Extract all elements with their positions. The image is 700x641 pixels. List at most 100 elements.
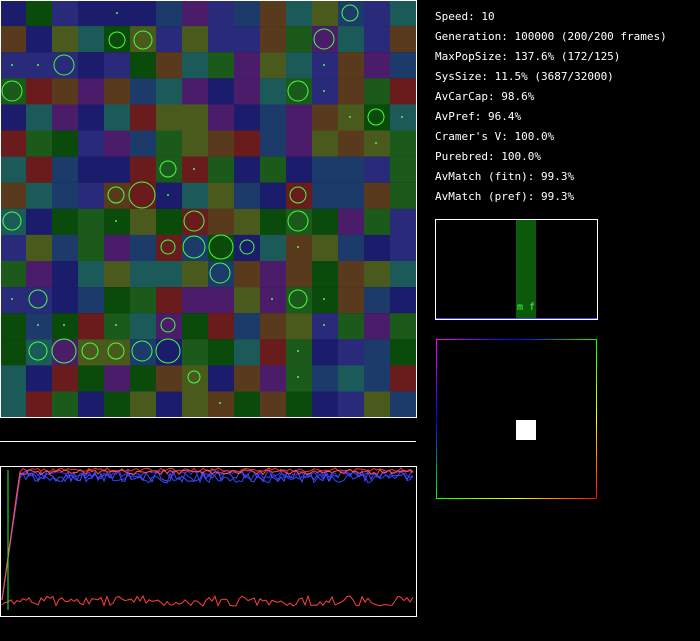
- cell: [364, 339, 390, 366]
- stat-line: AvPref: 96.4%: [435, 110, 521, 123]
- cell: [234, 182, 260, 209]
- cell: [26, 234, 52, 262]
- cell: [260, 52, 286, 79]
- creature: [28, 289, 48, 309]
- creature: [51, 338, 77, 364]
- cell: [286, 156, 312, 183]
- food: [167, 194, 169, 196]
- food: [375, 142, 377, 144]
- cell: [312, 104, 338, 131]
- cell: [104, 208, 130, 235]
- cell: [26, 52, 52, 79]
- cell: [104, 261, 130, 288]
- stat-line: Purebred: 100.0%: [435, 150, 541, 163]
- creature: [53, 54, 75, 76]
- cell: [312, 182, 338, 209]
- stat-line: AvCarCap: 98.6%: [435, 90, 535, 103]
- food: [193, 168, 195, 170]
- creature: [107, 342, 125, 360]
- cell: [338, 339, 364, 366]
- cell: [130, 52, 156, 79]
- cell: [52, 391, 78, 418]
- cell: [208, 365, 234, 392]
- cell: [156, 0, 182, 27]
- cell: [156, 130, 182, 157]
- creature: [287, 80, 309, 102]
- cell: [52, 234, 78, 262]
- cell: [182, 130, 208, 157]
- cell: [390, 287, 416, 314]
- cell: [0, 365, 26, 392]
- creature: [160, 317, 176, 333]
- cell: [338, 313, 364, 340]
- cell: [208, 182, 234, 209]
- cell: [104, 156, 130, 183]
- cell: [0, 391, 26, 418]
- creature: [289, 186, 307, 204]
- cell: [234, 104, 260, 131]
- cell: [52, 313, 78, 340]
- cell: [338, 156, 364, 183]
- cell: [208, 78, 234, 105]
- cell: [0, 234, 26, 262]
- food: [297, 376, 299, 378]
- cell: [260, 104, 286, 131]
- cell: [364, 182, 390, 209]
- cell: [364, 26, 390, 53]
- histogram-bar: [516, 220, 536, 319]
- cell: [78, 313, 104, 340]
- cell: [312, 130, 338, 157]
- cell: [104, 365, 130, 392]
- history-line: [1, 467, 414, 601]
- food: [219, 402, 221, 404]
- cell: [78, 391, 104, 418]
- cell: [52, 261, 78, 288]
- creature: [131, 340, 153, 362]
- creature: [2, 211, 22, 231]
- cell: [182, 339, 208, 366]
- cell: [390, 208, 416, 235]
- creature: [208, 234, 234, 260]
- cell: [78, 182, 104, 209]
- creature: [128, 181, 156, 209]
- cell: [338, 52, 364, 79]
- cell: [156, 287, 182, 314]
- cell: [104, 287, 130, 314]
- cell: [104, 130, 130, 157]
- food: [323, 64, 325, 66]
- cell: [260, 339, 286, 366]
- cell: [182, 391, 208, 418]
- cell: [234, 0, 260, 27]
- cell: [312, 261, 338, 288]
- cell: [182, 365, 208, 392]
- world-grid: [0, 0, 416, 418]
- cell: [26, 313, 52, 340]
- creature: [159, 160, 177, 178]
- cell: [104, 234, 130, 262]
- cell: [0, 287, 26, 314]
- cell: [208, 130, 234, 157]
- cell: [130, 156, 156, 183]
- stat-line: Cramer's V: 100.0%: [435, 130, 555, 143]
- cell: [312, 234, 338, 262]
- history-line: [1, 468, 414, 601]
- cell: [390, 130, 416, 157]
- grid-border: [0, 0, 417, 418]
- food: [115, 220, 117, 222]
- cell: [130, 78, 156, 105]
- cell: [286, 339, 312, 366]
- food: [271, 298, 273, 300]
- cell: [156, 365, 182, 392]
- cell: [390, 391, 416, 418]
- cell: [0, 130, 26, 157]
- cell: [130, 130, 156, 157]
- cell: [26, 261, 52, 288]
- cell: [286, 0, 312, 27]
- food: [116, 12, 118, 14]
- cell: [208, 208, 234, 235]
- cell: [78, 234, 104, 262]
- cell: [52, 104, 78, 131]
- cell: [104, 313, 130, 340]
- cell: [260, 313, 286, 340]
- food: [11, 298, 13, 300]
